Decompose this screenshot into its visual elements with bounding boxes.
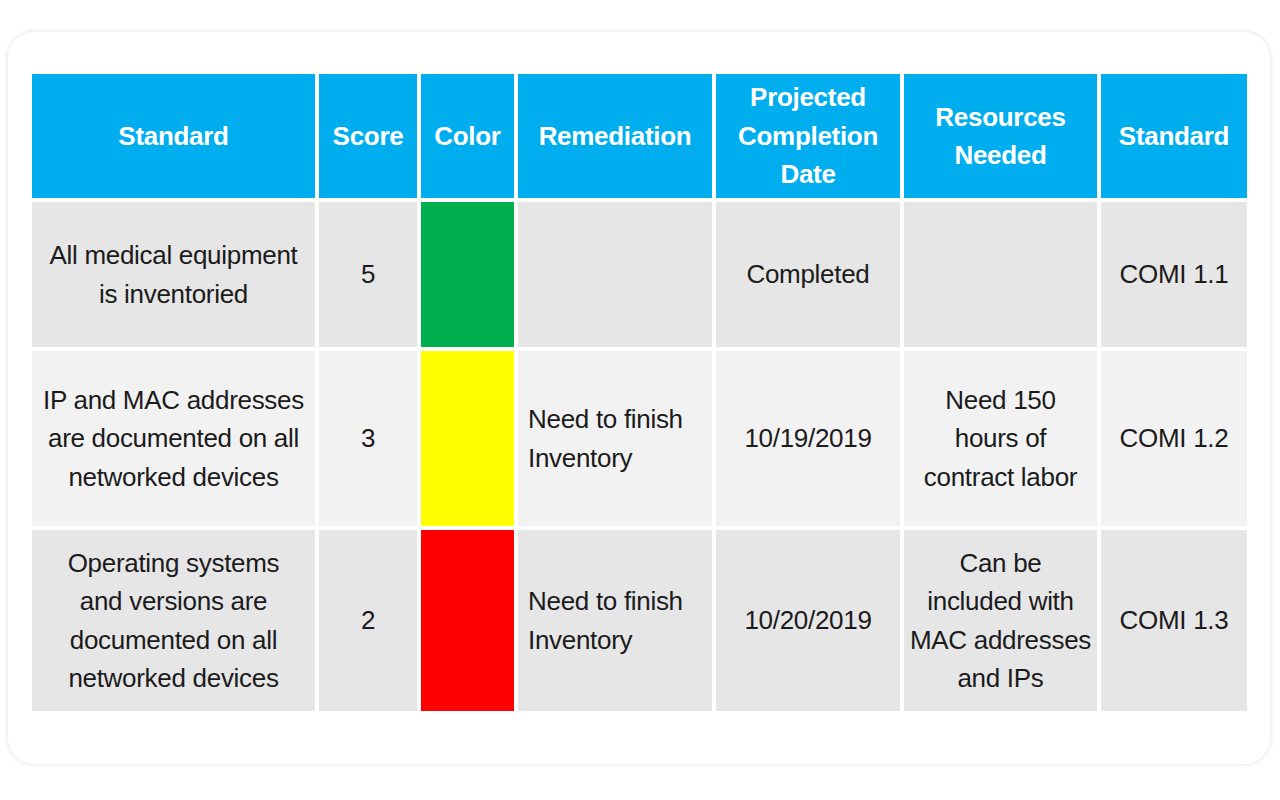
cell-resources-needed: [904, 202, 1097, 347]
table-row: IP and MAC addresses are documented on a…: [32, 351, 1247, 526]
table-row: All medical equipment is inventoried 5 C…: [32, 202, 1247, 347]
table-row: Operating systems and versions are docum…: [32, 530, 1247, 711]
cell-projected-completion-date: 10/20/2019: [716, 530, 900, 711]
cell-standard-ref: COMI 1.2: [1101, 351, 1247, 526]
cell-standard-ref: COMI 1.1: [1101, 202, 1247, 347]
color-swatch-yellow: [421, 351, 514, 526]
cell-standard: Operating systems and versions are docum…: [32, 530, 315, 711]
header-color: Color: [421, 74, 514, 198]
cell-score: 3: [319, 351, 417, 526]
cell-resources-needed: Can be included with MAC addresses and I…: [904, 530, 1097, 711]
header-standard: Standard: [32, 74, 315, 198]
standards-remediation-table: Standard Score Color Remediation Project…: [28, 70, 1251, 715]
cell-remediation: [518, 202, 712, 347]
header-resources-needed: Resources Needed: [904, 74, 1097, 198]
cell-score: 5: [319, 202, 417, 347]
cell-projected-completion-date: Completed: [716, 202, 900, 347]
cell-remediation: Need to finish Inventory: [518, 351, 712, 526]
cell-standard-ref: COMI 1.3: [1101, 530, 1247, 711]
table-header-row: Standard Score Color Remediation Project…: [32, 74, 1247, 198]
cell-standard: IP and MAC addresses are documented on a…: [32, 351, 315, 526]
cell-score: 2: [319, 530, 417, 711]
content-card: Standard Score Color Remediation Project…: [8, 32, 1270, 764]
color-swatch-red: [421, 530, 514, 711]
cell-projected-completion-date: 10/19/2019: [716, 351, 900, 526]
color-swatch-green: [421, 202, 514, 347]
cell-resources-needed: Need 150 hours of contract labor: [904, 351, 1097, 526]
header-standard-ref: Standard: [1101, 74, 1247, 198]
cell-remediation: Need to finish Inventory: [518, 530, 712, 711]
cell-standard: All medical equipment is inventoried: [32, 202, 315, 347]
header-remediation: Remediation: [518, 74, 712, 198]
header-score: Score: [319, 74, 417, 198]
header-projected-completion-date: Projected Completion Date: [716, 74, 900, 198]
